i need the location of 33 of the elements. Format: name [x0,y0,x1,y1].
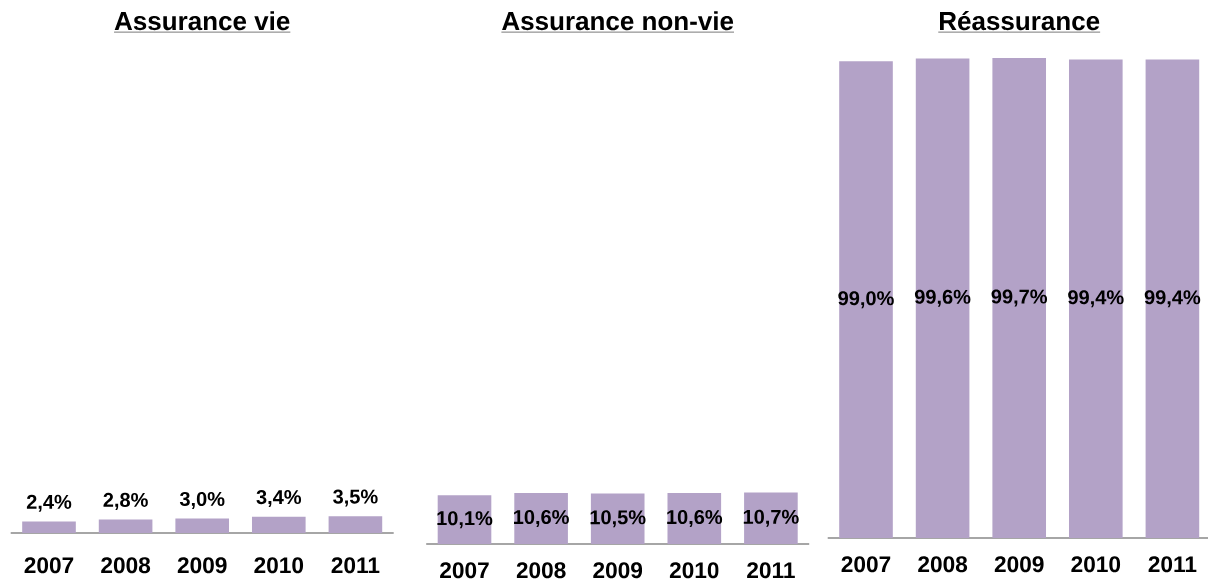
x-tick-label: 2011 [331,557,380,574]
data-label: 10,7% [743,509,799,527]
data-label: 2,8% [103,492,148,510]
chart-title: Assurance non-vie [502,11,734,31]
x-tick-label: 2010 [1071,556,1121,573]
x-tick-label: 2008 [516,562,566,579]
x-tick-label: 2011 [1148,556,1197,573]
data-label: 10,1% [437,511,493,529]
x-tick-label: 2007 [841,556,891,573]
data-label: 99,0% [838,291,894,309]
chart-title: Réassurance [940,10,1100,31]
chart-title: Assurance vie [114,11,290,31]
data-label: 3,5% [333,489,378,507]
data-label: 10,5% [590,510,646,528]
x-tick-label: 2008 [918,556,968,573]
x-tick-label: 2011 [747,562,795,579]
data-label: 3,4% [256,489,302,508]
data-label: 2,4% [26,494,72,512]
x-tick-label: 2009 [994,556,1044,573]
data-label: 99,6% [914,289,971,307]
data-label: 99,4% [1068,290,1124,308]
data-label: 99,7% [991,289,1048,307]
data-label: 10,6% [514,509,569,528]
x-tick-label: 2007 [440,562,489,579]
x-tick-label: 2009 [177,557,227,574]
x-tick-label: 2009 [593,562,643,579]
x-tick-label: 2007 [24,557,74,574]
data-label: 3,0% [179,491,225,509]
x-tick-label: 2010 [669,562,719,579]
data-label: 10,6% [667,509,723,528]
x-tick-label: 2008 [101,557,151,574]
x-tick-label: 2010 [254,557,304,574]
data-label: 99,4% [1144,290,1201,308]
